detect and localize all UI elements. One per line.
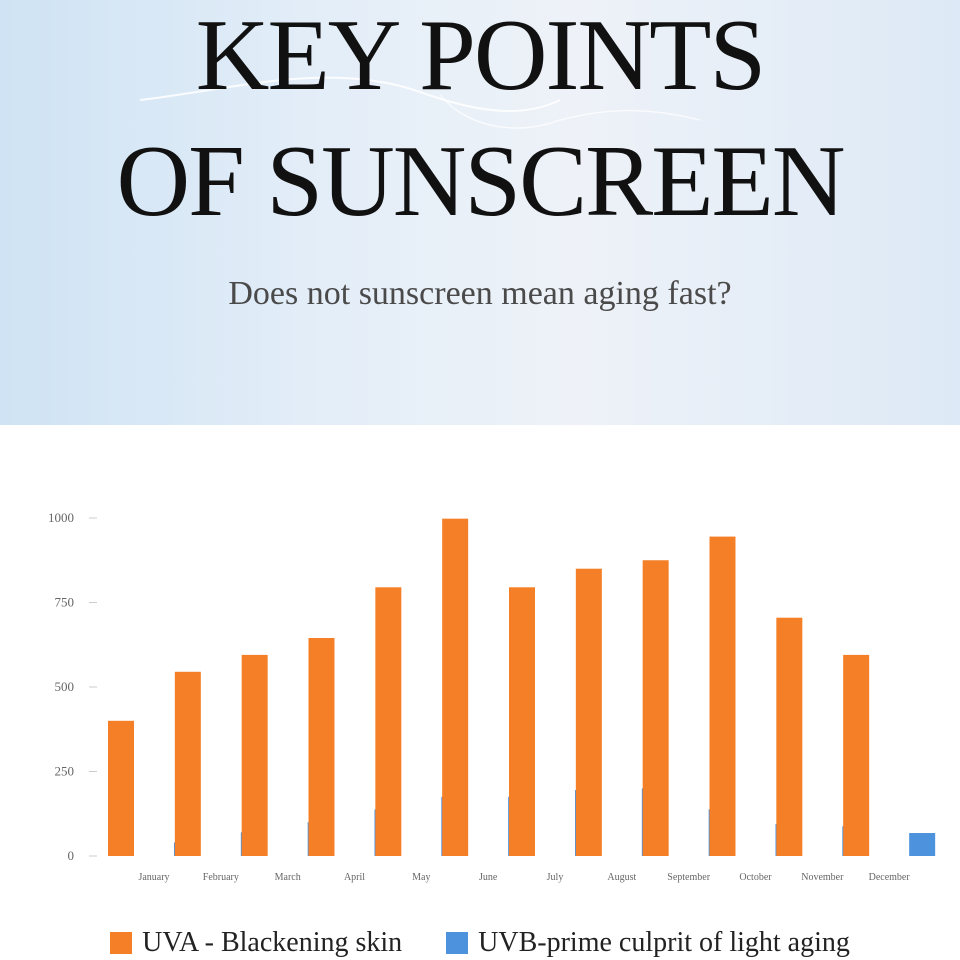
bar-uva [509, 587, 535, 856]
legend-label-uvb: UVB-prime culprit of light aging [478, 926, 850, 958]
chart-panel: 0 250 500 750 1000 January February March April M… [0, 425, 960, 960]
x-tick-label: May [412, 872, 430, 883]
y-tick-label: 500 [55, 679, 75, 694]
x-tick-label: September [667, 872, 710, 883]
bar-uva [174, 671, 201, 856]
y-tick-label: 250 [55, 764, 75, 779]
x-tick-label: April [344, 872, 365, 883]
legend-swatch-uvb [446, 931, 469, 954]
page-title-line-2: OF SUNSCREEN [116, 125, 845, 238]
y-tick-label: 750 [55, 595, 75, 610]
x-tick-label: October [739, 872, 772, 883]
bar-uva [575, 568, 602, 856]
x-tick-label: December [869, 872, 911, 883]
bar-uva [843, 654, 870, 856]
bar-uva [776, 617, 803, 856]
x-tick-label: January [138, 872, 169, 883]
bar-uva [642, 560, 669, 856]
header-banner: KEY POINTS OF SUNSCREEN Does not sunscre… [0, 0, 960, 425]
page-subtitle: Does not sunscreen mean aging fast? [228, 275, 732, 312]
legend-item-uvb: UVB-prime culprit of light aging [446, 927, 850, 959]
bar-uva [709, 536, 736, 856]
decorative-swirl [139, 76, 701, 129]
x-tick-label: November [801, 872, 844, 883]
legend-swatch-uva [110, 931, 133, 954]
x-tick-label: March [275, 872, 301, 883]
bar-uva [442, 518, 469, 856]
bar-uva [308, 637, 335, 856]
bar-chart: 0 250 500 750 1000 January February March April M… [48, 510, 936, 883]
x-tick-label: February [203, 872, 239, 883]
bar-uvb [909, 833, 936, 856]
x-tick-label: July [547, 872, 564, 883]
x-tick-label: June [479, 872, 498, 883]
bar-uva [241, 654, 268, 856]
y-tick-label: 1000 [48, 510, 74, 525]
page-title-line-1: KEY POINTS [195, 0, 766, 112]
bar-uva [375, 587, 402, 856]
y-tick-label: 0 [68, 848, 75, 863]
legend-item-uva: UVA - Blackening skin [110, 927, 402, 959]
legend-label-uva: UVA - Blackening skin [142, 926, 403, 958]
bar-uva [108, 720, 134, 856]
chart-legend: UVA - Blackening skin UVB-prime culprit … [0, 925, 960, 960]
x-tick-label: August [607, 872, 636, 883]
